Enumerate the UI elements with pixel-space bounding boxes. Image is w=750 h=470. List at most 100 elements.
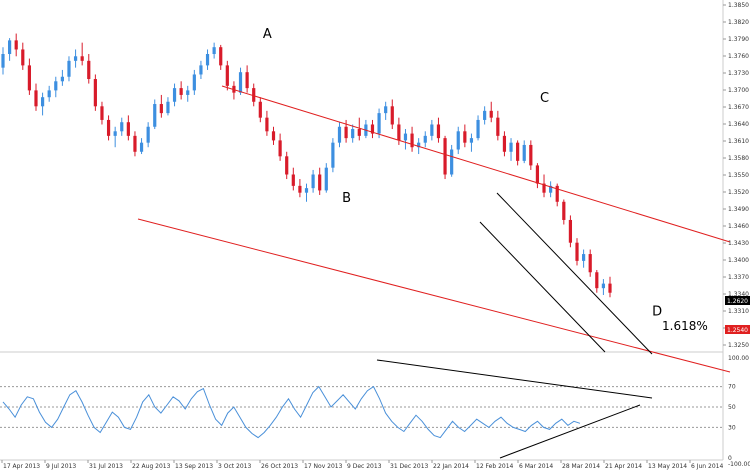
price-tick-label: 1.3550 [728,172,749,179]
candle-body [60,76,64,82]
candle-body [311,174,315,189]
candle-body [450,149,454,175]
candle [146,122,150,148]
price-tick-label: 1.3730 [728,70,749,77]
candle-body [601,283,606,289]
candle [179,81,183,100]
wave-label: D [652,304,662,319]
level-badge: 1.2540 [727,327,748,334]
price-tick-label: 1.3700 [728,87,749,94]
candle [278,133,282,161]
candle-body [67,60,71,77]
candle [271,126,276,145]
candle [588,249,592,277]
date-tick-label: 6 Mar 2014 [519,463,553,470]
wedge-upper-line [496,192,653,355]
price-axis: 1.3850 1.3820 1.3790 1.3760 1.3730 1.3700 1.36… [723,2,749,349]
candle [456,126,460,155]
candle-body [126,122,130,136]
candle [469,133,474,152]
current-price-badge-box [725,296,750,305]
oscillator-tick-label: 70 [728,384,736,391]
date-tick-label: 13 May 2014 [648,463,687,470]
candle [509,138,513,161]
candle [555,183,559,207]
candle-body [351,129,355,139]
candle-body [304,188,309,193]
candle-body [73,56,78,61]
candle [384,101,388,120]
candle-body [423,135,427,143]
candle [337,122,342,148]
date-tick-label: 26 Oct 2013 [261,463,298,470]
candle [377,108,381,139]
candle-body [258,101,262,118]
oscillator-tick-label: 100.00 [728,355,749,362]
candle-body [238,72,243,93]
candles [1,33,612,298]
candle-body [133,135,137,152]
candle [34,83,38,111]
candle-body [377,113,381,134]
price-tick-label: 1.3580 [728,155,749,162]
candle [522,140,526,164]
candle [126,115,130,141]
date-tick-label: 17 Apr 2013 [3,463,40,470]
candle [535,163,540,189]
candle-body [14,40,18,50]
candle [192,69,196,95]
candle [575,238,579,266]
candle-body [245,72,249,89]
candle-body [331,142,335,168]
candle-body [80,56,84,61]
candle [285,151,289,180]
date-tick-label: 9 Jul 2013 [46,463,76,470]
candle-body [483,110,487,120]
candle [483,106,487,125]
candle-body [588,254,592,273]
price-tick-label: 1.3790 [728,36,749,43]
candle [423,131,427,148]
candle-body [34,90,38,107]
candle [60,69,64,86]
candle-body [384,106,388,114]
candle-body [54,81,58,91]
price-tick-label: 1.3850 [728,2,749,9]
oscillator-tick-label: 0 [728,455,732,462]
candle [252,83,256,107]
candle [120,117,124,136]
candle-body [291,174,295,186]
candle [40,92,45,116]
candle-body [146,126,150,143]
candle [93,74,97,111]
candle-body [278,140,282,157]
candle [324,163,328,193]
candle-body [568,219,573,243]
wave-labels: A B C D [263,27,662,319]
candle [54,76,58,98]
candle [265,110,269,136]
price-tick-label: 1.3370 [728,274,749,281]
candle-body [535,165,540,184]
date-tick-label: 17 Nov 2013 [304,463,343,470]
candle-body [337,126,342,143]
candle [199,60,203,80]
price-tick-label: 1.3670 [728,104,749,111]
candle [595,269,599,293]
candle-body [199,65,203,75]
candle-body [113,131,117,136]
candle-body [219,47,223,66]
candle [1,47,5,75]
candle [516,140,520,166]
candle-body [106,119,111,136]
candle [331,138,335,173]
candle [298,179,302,198]
candle-body [522,144,526,161]
candle-body [344,126,348,139]
candle [542,174,546,198]
candle-body [205,54,210,66]
price-tick-label: 1.3760 [728,53,749,60]
candle [450,144,454,177]
candle-body [456,131,460,150]
